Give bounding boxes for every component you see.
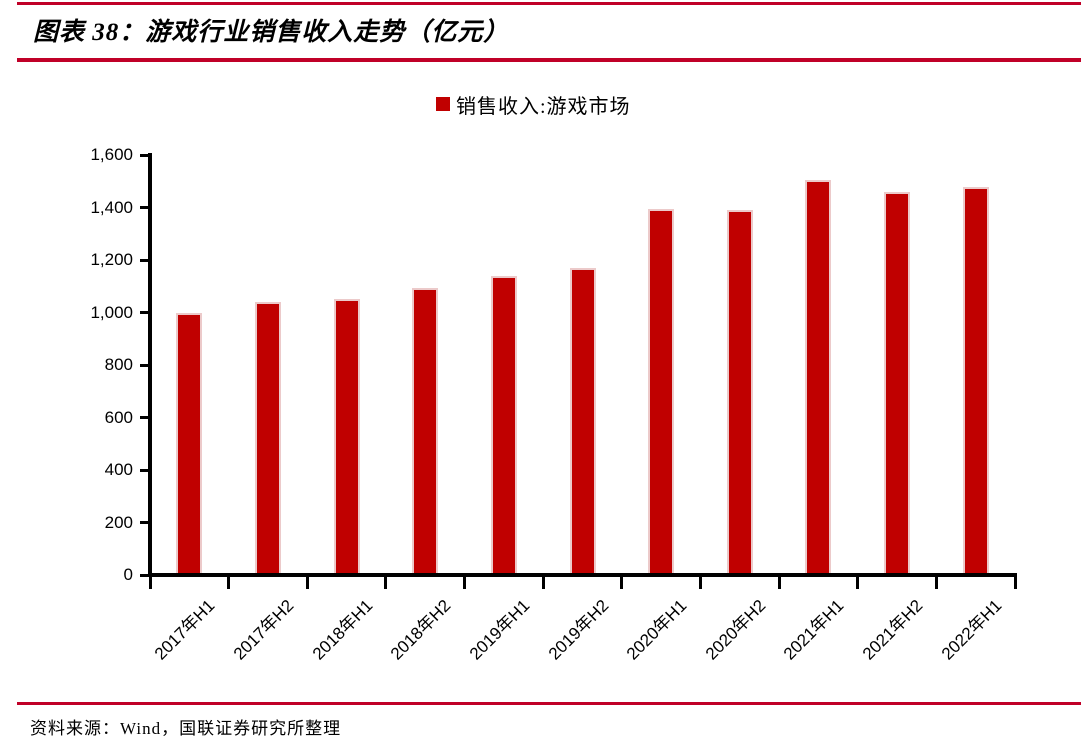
x-axis-tick xyxy=(384,577,388,589)
source-note: 资料来源：Wind，国联证券研究所整理 xyxy=(30,719,342,738)
bar-2020年H2 xyxy=(726,209,753,575)
y-axis-tick xyxy=(140,468,150,472)
footer-rule xyxy=(17,702,1081,705)
y-axis-tick xyxy=(140,416,150,419)
y-axis-label: 1,000 xyxy=(90,302,133,322)
bar-2018年H1 xyxy=(333,299,360,575)
y-axis-tick xyxy=(140,573,150,577)
x-axis-tick xyxy=(777,577,781,589)
x-axis-tick xyxy=(305,577,309,589)
y-axis-line xyxy=(148,153,152,577)
bar-2022年H1 xyxy=(962,187,989,575)
y-axis-label: 400 xyxy=(104,460,133,479)
header-top-rule xyxy=(17,2,1081,5)
bar-2018年H2 xyxy=(412,287,439,575)
x-axis-tick xyxy=(620,577,624,589)
y-axis-tick xyxy=(140,258,150,262)
y-axis-tick xyxy=(140,311,150,314)
x-axis-tick xyxy=(934,577,938,589)
y-axis-label: 1,400 xyxy=(90,197,133,217)
bar-2017年H1 xyxy=(176,313,203,575)
chart-legend: 销售收入:游戏市场 xyxy=(436,92,631,118)
bar-2021年H1 xyxy=(805,179,832,575)
y-axis-label: 800 xyxy=(104,355,133,374)
y-axis-label: 1,600 xyxy=(90,145,133,164)
y-axis-label: 600 xyxy=(104,407,133,427)
bar-2019年H1 xyxy=(490,275,517,575)
x-axis-tick xyxy=(856,577,860,589)
x-axis-line xyxy=(148,573,1017,577)
title-divider-rule xyxy=(17,58,1081,62)
legend-marker-icon xyxy=(436,97,450,111)
x-axis-tick xyxy=(227,577,231,589)
x-axis-tick xyxy=(541,577,545,589)
y-axis-tick xyxy=(140,363,150,367)
y-axis-tick xyxy=(140,521,150,524)
y-axis-label: 200 xyxy=(104,512,133,532)
y-axis-tick xyxy=(140,153,150,157)
bar-2019年H2 xyxy=(569,268,596,575)
x-axis-tick xyxy=(148,577,152,589)
x-axis-tick xyxy=(463,577,467,589)
y-axis-label: 1,200 xyxy=(90,250,133,269)
y-axis-tick xyxy=(140,206,150,209)
bar-2020年H1 xyxy=(648,208,675,575)
y-axis-label: 0 xyxy=(123,565,133,584)
x-axis-tick xyxy=(698,577,702,589)
bar-2017年H2 xyxy=(254,302,281,575)
figure-title: 图表 38：游戏行业销售收入走势（亿元） xyxy=(33,19,510,46)
bar-2021年H2 xyxy=(884,191,911,575)
legend-label: 销售收入:游戏市场 xyxy=(456,95,631,118)
x-axis-tick xyxy=(1013,577,1017,589)
